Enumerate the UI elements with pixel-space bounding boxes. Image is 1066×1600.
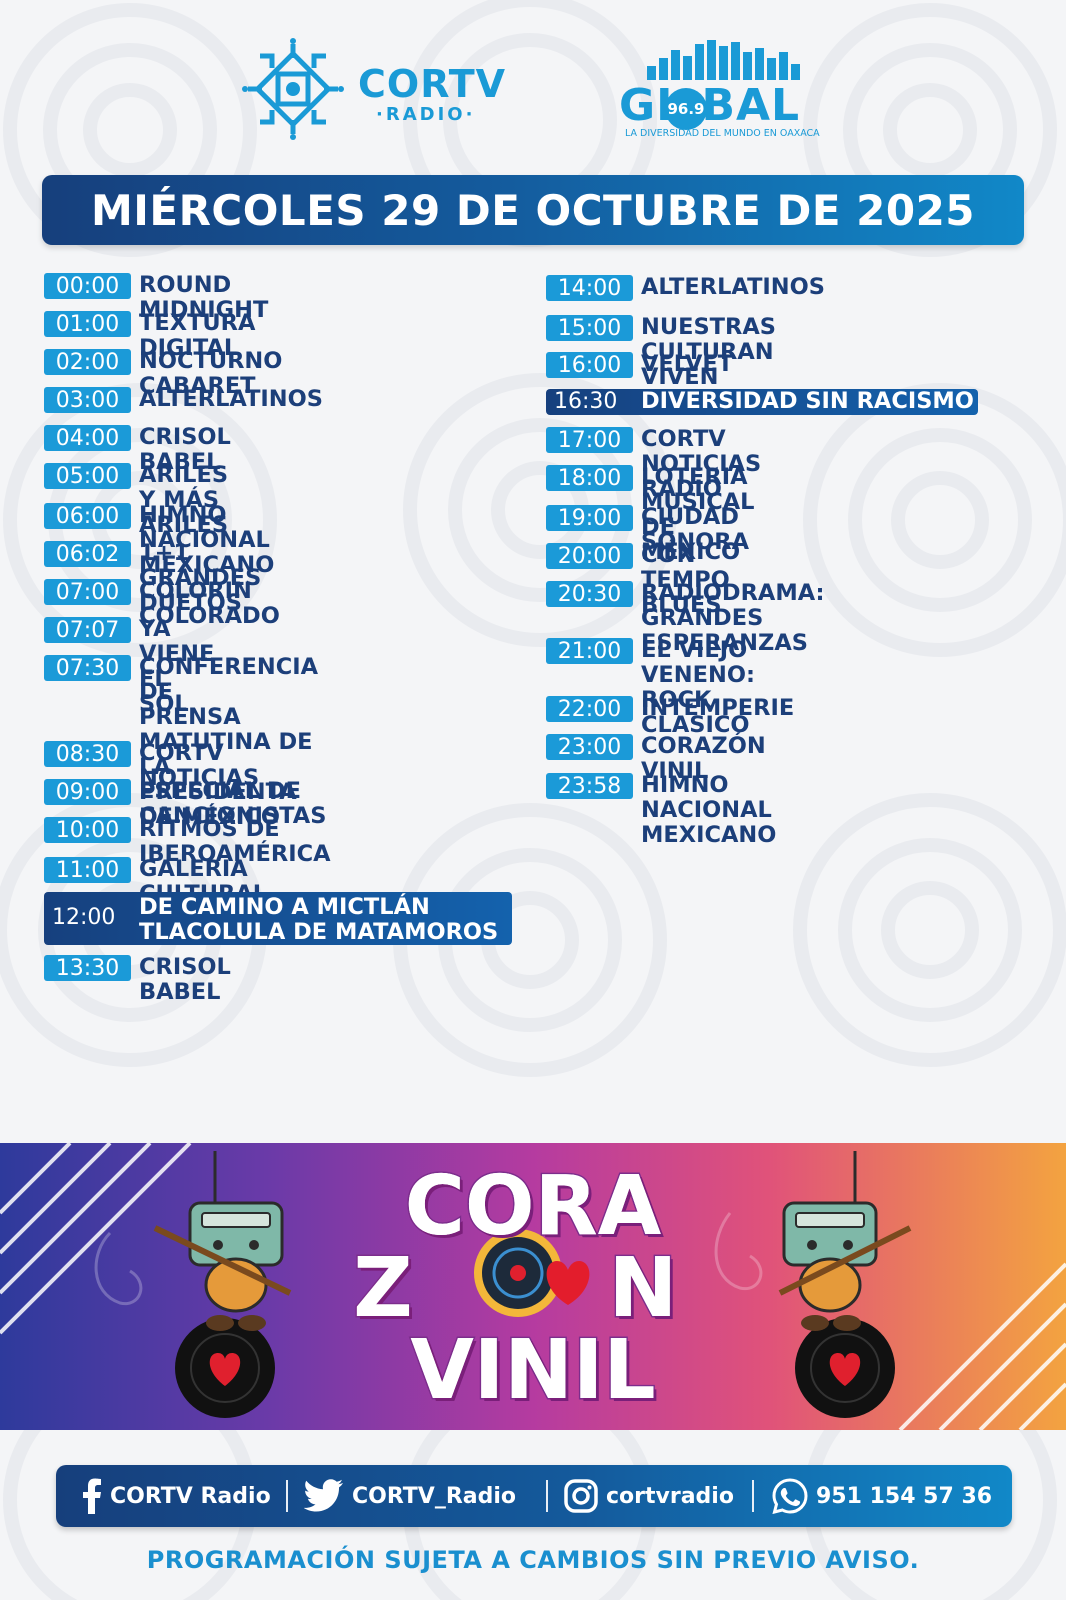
program-time: 07:00 xyxy=(44,579,131,605)
program-name: CORTV NOTICIAS xyxy=(139,740,260,791)
cortv-emblem-icon xyxy=(242,38,344,140)
program-name: ARILES Y MÁS ARILES xyxy=(139,462,229,538)
program-time: 12:00 xyxy=(52,905,116,930)
right-mascot xyxy=(778,1151,912,1418)
program-time: 13:30 xyxy=(44,955,131,981)
twitter-label: CORTV_Radio xyxy=(352,1483,517,1509)
program-name: CORTV NOTICIAS RADIO xyxy=(641,426,762,502)
program-name: CRISOL BABEL xyxy=(139,424,231,475)
program-time: 15:00 xyxy=(546,315,633,341)
global-tagline: LA DIVERSIDAD DEL MUNDO EN OAXACA xyxy=(625,128,820,139)
program-name: TEXTURA DIGITAL xyxy=(139,310,256,361)
program-name: CONFERENCIA DE PRENSA MATUTINA DE LA PRE… xyxy=(139,654,319,830)
program-name: YA VIENE EL SOL xyxy=(139,616,215,717)
social-separator xyxy=(286,1480,288,1512)
schedule-date: MIÉRCOLES 29 DE OCTUBRE DE 2025 xyxy=(90,185,976,235)
program-name: EL VIEJO VENENO: ROCK CLASICO xyxy=(641,637,755,738)
program-time: 23:00 xyxy=(546,734,633,760)
program-time: 18:00 xyxy=(546,465,633,491)
cortv-logo-sub: ·RADIO· xyxy=(376,104,476,125)
program-time: 20:00 xyxy=(546,543,633,569)
program-time: 21:00 xyxy=(546,638,633,664)
whatsapp-label: 951 154 57 36 xyxy=(816,1483,993,1509)
program-name: NOCTURNO CABARET xyxy=(139,348,283,399)
schedule-row-highlight: 12:00 DE CAMINO A MICTLÁN TLACOLULA DE MA… xyxy=(44,892,512,945)
program-time: 23:58 xyxy=(546,773,633,799)
program-name: DE CAMINO A MICTLÁN TLACOLULA DE MATAMOR… xyxy=(139,894,499,945)
program-time: 11:00 xyxy=(44,857,131,883)
promo-title-line1: CORA xyxy=(403,1158,663,1256)
program-time: 05:00 xyxy=(44,463,131,489)
program-time: 17:00 xyxy=(546,427,633,453)
program-name: RADIODRAMA: GRANDES ESPERANZAS xyxy=(641,580,825,656)
cortv-logo-text: CORTV xyxy=(358,62,507,106)
program-time: 06:00 xyxy=(44,503,131,529)
global-969-logo: GL BAL 96.9 LA DIVERSIDAD DEL MUNDO EN O… xyxy=(615,38,835,144)
instagram-label: cortvradio xyxy=(606,1483,734,1509)
program-time: 01:00 xyxy=(44,311,131,337)
social-media-bar: CORTV Radio CORTV_Radio cortvradio 951 1… xyxy=(56,1465,1012,1527)
promo-artwork xyxy=(0,1143,1066,1430)
program-name: COLORIN COLORADO xyxy=(139,578,280,629)
left-mascot xyxy=(153,1151,292,1418)
program-time: 20:30 xyxy=(546,581,633,607)
program-name: NUESTRAS CULTURAN VIVEN xyxy=(641,314,776,390)
program-name: HIMNO NACIONAL MEXICANO xyxy=(641,772,777,848)
promo-title-line2-a: Z xyxy=(352,1240,414,1338)
social-separator xyxy=(546,1480,548,1512)
program-name: ROUND MIDNIGHT xyxy=(139,272,269,323)
program-time: 16:30 xyxy=(554,389,618,414)
program-name: INTEMPERIE xyxy=(641,695,795,721)
program-name: CRISOL BABEL xyxy=(139,954,231,1005)
program-name: VELVET xyxy=(641,351,734,377)
program-name: LOTERIA MUSICAL DE MÉXICO xyxy=(641,464,755,565)
program-name: ALTERLATINOS xyxy=(641,274,825,300)
program-time: 02:00 xyxy=(44,349,131,375)
program-name: DIVERSIDAD SIN RACISMO xyxy=(641,388,974,414)
corazon-vinil-promo-banner: CORA Z N VINIL xyxy=(0,1143,1066,1430)
program-time: 06:02 xyxy=(44,541,131,567)
program-time: 04:00 xyxy=(44,425,131,451)
facebook-label: CORTV Radio xyxy=(110,1483,271,1509)
vinyl-o-icon xyxy=(474,1229,590,1317)
program-name: CIUDAD SONORA xyxy=(641,504,750,555)
program-name: RITMOS DE IBEROAMÉRICA xyxy=(139,816,331,867)
whatsapp-link[interactable]: 951 154 57 36 xyxy=(772,1465,992,1527)
program-time: 16:00 xyxy=(546,352,633,378)
program-time: 14:00 xyxy=(546,275,633,301)
facebook-link[interactable]: CORTV Radio xyxy=(82,1465,271,1527)
global-frequency-badge: 96.9 xyxy=(665,88,707,130)
program-time: 08:30 xyxy=(44,741,131,767)
program-name: ALTERLATINOS xyxy=(139,386,323,412)
date-banner: MIÉRCOLES 29 DE OCTUBRE DE 2025 xyxy=(42,175,1024,245)
program-name: 1+1 GRANDES DUETOS xyxy=(139,540,262,616)
program-name: CORAZÓN VINIL xyxy=(641,733,766,784)
twitter-link[interactable]: CORTV_Radio xyxy=(304,1465,516,1527)
schedule-row-highlight: 16:30 DIVERSIDAD SIN RACISMO xyxy=(546,389,978,415)
program-name: ESPECIAL DE CANCIONISTAS xyxy=(139,778,327,829)
social-separator xyxy=(752,1480,754,1512)
cortv-radio-logo: CORTV ·RADIO· xyxy=(240,36,520,142)
promo-title-line2-b: N xyxy=(607,1240,679,1338)
disclaimer-text: PROGRAMACIÓN SUJETA A CAMBIOS SIN PREVIO… xyxy=(146,1546,920,1574)
program-time: 03:00 xyxy=(44,387,131,413)
program-time: 07:30 xyxy=(44,655,131,681)
twitter-icon xyxy=(304,1479,343,1512)
instagram-link[interactable]: cortvradio xyxy=(564,1465,734,1527)
promo-title-line3: VINIL xyxy=(409,1322,657,1420)
whatsapp-icon xyxy=(772,1478,808,1514)
equalizer-icon xyxy=(647,40,800,80)
program-time: 22:00 xyxy=(546,696,633,722)
program-time: 19:00 xyxy=(546,505,633,531)
program-name: CON TEMPO BLUES xyxy=(641,542,730,618)
program-time: 09:00 xyxy=(44,779,131,805)
global-logo-text: GL BAL xyxy=(619,80,801,131)
program-time: 07:07 xyxy=(44,617,131,643)
program-name: HIMNO NACIONAL MEXICANO xyxy=(139,502,275,578)
program-time: 00:00 xyxy=(44,273,131,299)
facebook-icon xyxy=(83,1478,101,1514)
instagram-icon xyxy=(564,1479,598,1513)
program-time: 10:00 xyxy=(44,817,131,843)
